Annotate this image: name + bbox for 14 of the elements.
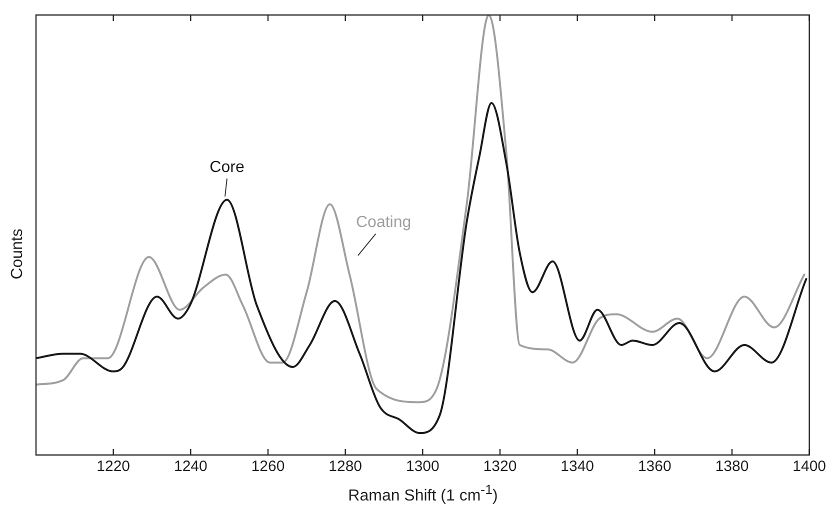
x-tick-label: 1380 [715, 458, 749, 476]
series-label: Core [210, 159, 244, 176]
y-axis-title: Counts [9, 228, 27, 282]
x-tick-label: 1280 [328, 458, 362, 476]
x-tick-label: 1360 [638, 458, 672, 476]
x-tick-label: 1400 [792, 458, 826, 476]
x-tick-label: 1240 [174, 458, 208, 476]
x-axis-title: Raman Shift (1 cm$^{-1}$) [347, 482, 499, 506]
x-tick-label: 1220 [96, 458, 130, 476]
x-tick-label: 1260 [251, 458, 285, 476]
x-tick-label: 1340 [560, 458, 594, 476]
x-tick-label: 1300 [406, 458, 440, 476]
x-tick-label: 1320 [483, 458, 517, 476]
series-label: Coating [356, 214, 412, 232]
